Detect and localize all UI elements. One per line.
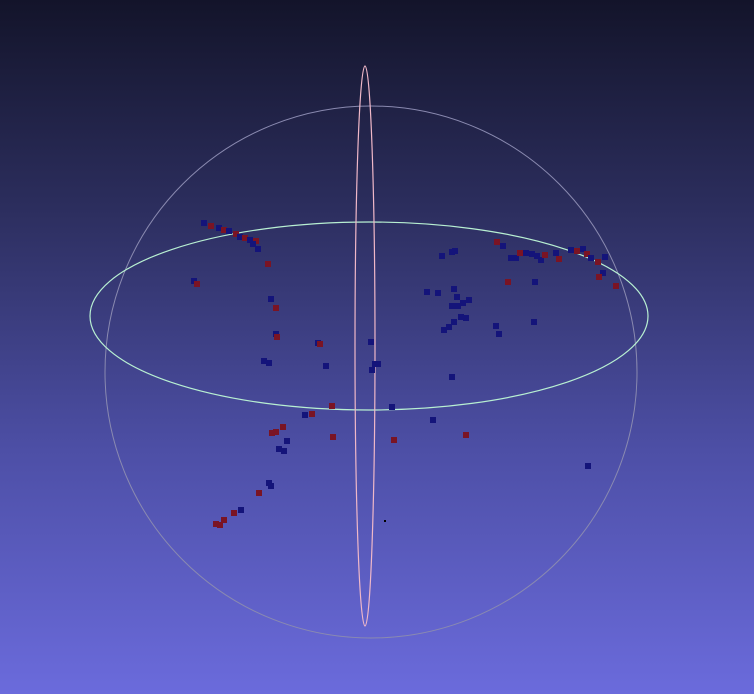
- point-blue: [493, 323, 499, 329]
- point-blue: [449, 374, 455, 380]
- point-blue: [534, 253, 540, 259]
- point-blue: [451, 319, 457, 325]
- point-blue: [237, 234, 243, 240]
- point-blue: [255, 246, 261, 252]
- point-blue: [430, 417, 436, 423]
- point-blue: [531, 319, 537, 325]
- point-blue: [238, 507, 244, 513]
- trackball-sphere: [104, 105, 638, 639]
- point-blue: [454, 294, 460, 300]
- point-red: [556, 256, 562, 262]
- point-blue: [424, 289, 430, 295]
- point-red: [273, 429, 279, 435]
- point-red: [596, 274, 602, 280]
- point-red: [256, 490, 262, 496]
- point-red: [330, 434, 336, 440]
- point-cloud: [191, 220, 619, 528]
- point-red: [208, 223, 214, 229]
- point-blue: [568, 247, 574, 253]
- point-red: [574, 248, 580, 254]
- point-blue: [449, 303, 455, 309]
- point-blue: [226, 228, 232, 234]
- point-red: [542, 252, 548, 258]
- point-blue: [302, 412, 308, 418]
- point-red: [194, 281, 200, 287]
- point-red: [584, 251, 590, 257]
- point-blue: [532, 279, 538, 285]
- point-red: [274, 334, 280, 340]
- point-blue: [463, 315, 469, 321]
- point-blue: [496, 331, 502, 337]
- point-red: [280, 424, 286, 430]
- point-red: [213, 521, 219, 527]
- point-blue: [523, 250, 529, 256]
- point-blue: [446, 324, 452, 330]
- point-blue: [276, 446, 282, 452]
- point-blue: [441, 327, 447, 333]
- point-blue: [323, 363, 329, 369]
- point-blue: [452, 248, 458, 254]
- point-blue: [261, 358, 267, 364]
- point-blue: [368, 339, 374, 345]
- point-blue: [500, 243, 506, 249]
- point-blue: [375, 361, 381, 367]
- point-red: [391, 437, 397, 443]
- point-red: [463, 432, 469, 438]
- point-blue: [602, 254, 608, 260]
- point-blue: [585, 463, 591, 469]
- point-blue: [588, 255, 594, 261]
- point-blue: [281, 448, 287, 454]
- point-blue: [216, 225, 222, 231]
- point-blue: [513, 255, 519, 261]
- point-red: [265, 261, 271, 267]
- point-blue: [247, 237, 253, 243]
- point-blue: [508, 255, 514, 261]
- point-blue: [580, 246, 586, 252]
- point-red: [494, 239, 500, 245]
- pivot-point: [384, 520, 386, 522]
- point-blue: [600, 270, 606, 276]
- point-red: [309, 411, 315, 417]
- point-blue: [439, 253, 445, 259]
- point-red: [273, 305, 279, 311]
- point-blue: [451, 286, 457, 292]
- trackball-meridian-ring[interactable]: [354, 65, 376, 627]
- point-blue: [466, 297, 472, 303]
- point-red: [505, 279, 511, 285]
- point-red: [329, 403, 335, 409]
- point-blue: [250, 241, 256, 247]
- point-blue: [458, 314, 464, 320]
- point-red: [233, 231, 239, 237]
- point-red: [221, 517, 227, 523]
- point-blue: [268, 296, 274, 302]
- point-blue: [268, 483, 274, 489]
- point-blue: [538, 257, 544, 263]
- point-blue: [266, 360, 272, 366]
- point-blue: [201, 220, 207, 226]
- point-blue: [369, 367, 375, 373]
- point-red: [317, 341, 323, 347]
- point-red: [217, 522, 223, 528]
- point-red: [595, 259, 601, 265]
- point-blue: [435, 290, 441, 296]
- point-red: [613, 283, 619, 289]
- point-blue: [553, 250, 559, 256]
- point-blue: [529, 251, 535, 257]
- point-blue: [389, 404, 395, 410]
- point-red: [231, 510, 237, 516]
- point-blue: [455, 303, 461, 309]
- trackball-equator-ring[interactable]: [89, 221, 649, 411]
- point-red: [221, 227, 227, 233]
- point-blue: [460, 300, 466, 306]
- point-blue: [284, 438, 290, 444]
- point-red: [517, 250, 523, 256]
- point-red: [269, 430, 275, 436]
- point-red: [242, 235, 248, 241]
